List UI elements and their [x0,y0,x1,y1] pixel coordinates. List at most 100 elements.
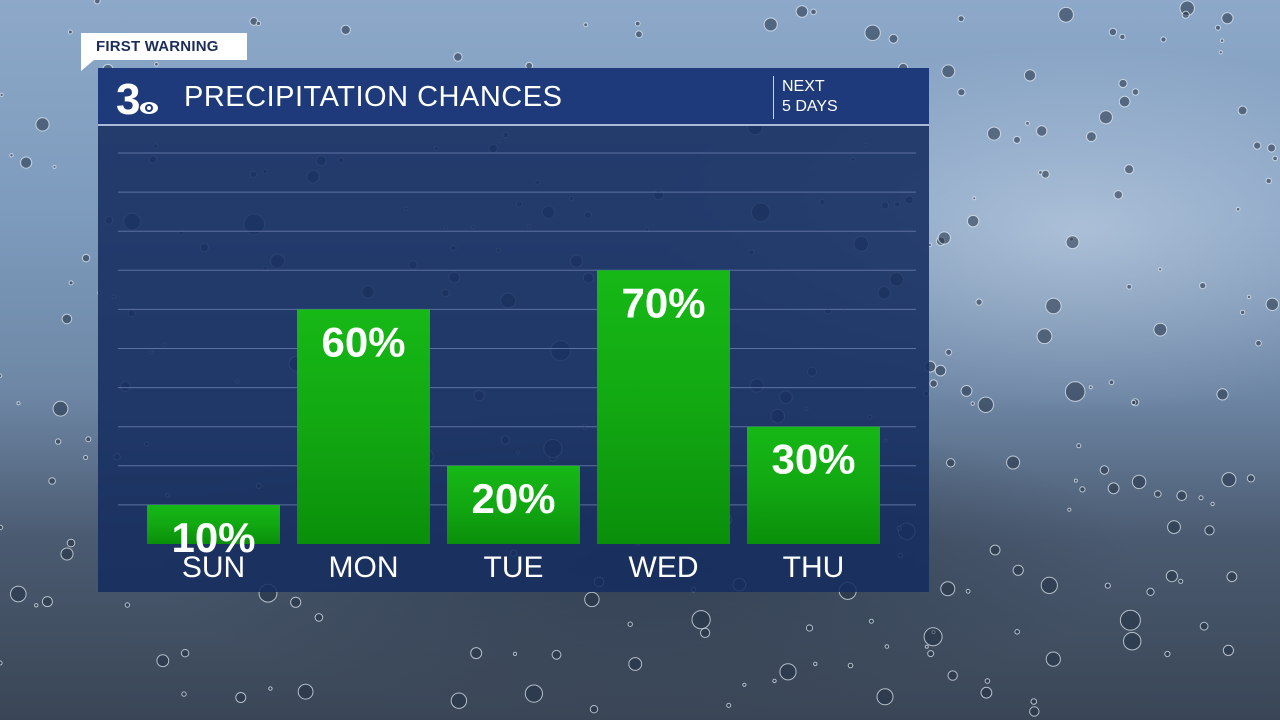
rain-drop [61,313,73,325]
rain-drop [1067,507,1072,512]
category-label-wed: WED [629,551,699,584]
rain-drop [924,644,929,649]
rain-drop [868,618,874,624]
rain-drop [1029,706,1040,717]
rain-drop [946,458,956,468]
rain-drop [1006,455,1021,470]
rain-drop [1204,525,1215,536]
header-divider [773,76,774,119]
rain-drop [1012,564,1024,576]
rain-drop [813,661,818,667]
bar-thu [747,426,880,544]
rain-drop [742,682,747,687]
rain-drop [934,364,947,377]
category-label-thu: THU [783,551,845,584]
rain-drop [1219,38,1225,43]
rain-drop [297,683,314,700]
bar-sun [147,504,280,544]
rain-drop [888,33,899,44]
rain-drop [1221,12,1234,25]
category-label-tue: TUE [484,551,544,584]
value-label-wed: 70% [621,279,705,326]
panel-header: 3 PRECIPITATION CHANCES NEXT 5 DAYS [98,68,929,126]
rain-drop [975,298,983,306]
rain-drop [68,280,74,286]
rain-drop [864,24,881,41]
rain-drop [779,663,797,681]
rain-drop [1221,472,1237,488]
bar-chart: 10%SUN 60% MON 20% TUE 70% WED 30% THU [118,152,916,584]
rain-drop [470,647,483,660]
rain-drop [1013,135,1021,144]
rain-drop [1030,698,1038,705]
rain-drop [810,8,817,16]
rain-drop [1126,283,1133,290]
rain-drop [940,581,956,597]
rain-drop [1023,69,1037,82]
rain-drop [980,686,993,699]
rain-drop [9,585,27,603]
rain-drop [60,547,74,561]
chart-title: PRECIPITATION CHANCES [184,81,563,113]
rain-drop [957,15,965,23]
rain-drop [1167,520,1181,534]
rain-drop [929,379,938,388]
rain-drop [48,477,56,485]
rain-drop [450,692,468,709]
rain-drop [1181,10,1190,19]
rain-drop [35,117,50,132]
bar-mon [297,309,430,544]
rain-drop [628,657,643,671]
rain-drop [1199,282,1207,290]
rain-drop [1146,587,1155,597]
rain-drop [9,153,14,158]
rain-drop [763,17,778,32]
rain-drop [1246,294,1252,300]
rain-drop [181,691,187,697]
rain-drop [0,373,3,378]
rain-drop [589,705,599,714]
rain-drop [984,678,991,684]
rain-drop [1073,478,1078,483]
rain-drop [156,654,170,668]
rain-drop [1045,651,1061,667]
rain-drop [1108,379,1115,386]
rain-drop [1216,388,1229,401]
rain-drop [1246,474,1256,483]
rain-drop [1038,170,1043,175]
rain-drop [52,164,57,169]
rain-drop [634,20,641,27]
rain-drop [124,602,131,608]
rain-drop [0,92,4,97]
rain-drop [584,591,600,608]
rain-drop [726,702,732,708]
value-label-tue: 20% [471,475,555,522]
rain-drop [1045,297,1062,315]
rain-drop [551,649,562,660]
rain-drop [691,610,711,630]
rain-drop [1265,177,1272,185]
rain-drop [1131,399,1137,406]
rain-drop [1199,621,1209,631]
rain-drop [1131,88,1140,96]
category-label-sun: SUN [182,551,245,584]
rain-drop [941,64,956,79]
rain-drop [67,29,73,35]
rain-drop [945,348,953,356]
rain-drop [34,603,39,608]
rain-drop [795,5,809,18]
station-logo-icon: 3 [116,75,158,120]
rain-drop [927,650,935,658]
rain-drop [1154,490,1162,498]
rain-drop [1119,609,1141,631]
rain-drop [1123,632,1142,651]
rain-drop [512,651,518,657]
rain-drop [1218,50,1223,55]
rain-drop [1222,644,1235,657]
rain-drop [947,670,958,681]
rain-drop [16,401,21,406]
rain-drop [1118,95,1131,108]
rain-drop [966,214,980,228]
rain-drop [340,24,351,35]
rain-drop [154,61,159,67]
